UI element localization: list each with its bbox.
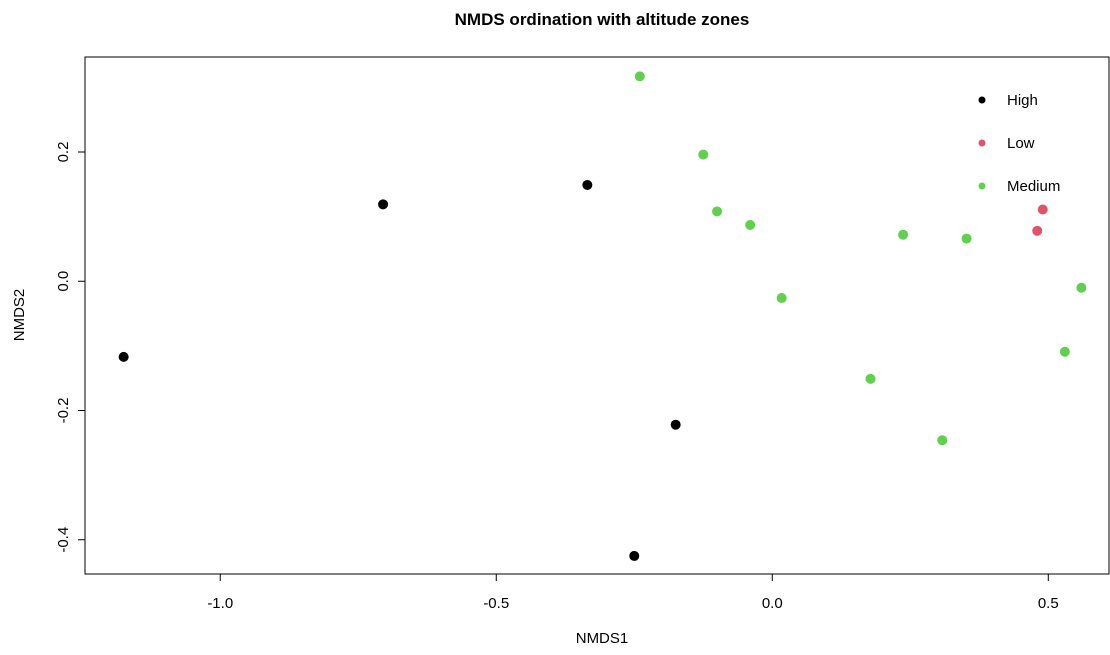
point-medium-2 <box>698 149 709 160</box>
point-high-2 <box>378 199 389 210</box>
point-high-4 <box>670 419 681 430</box>
point-medium-4 <box>745 220 756 231</box>
x-tick-label: 0.0 <box>762 595 783 612</box>
legend-marker-high <box>978 96 986 104</box>
legend-label-low: Low <box>1007 135 1035 152</box>
legend-label-high: High <box>1007 92 1038 109</box>
x-axis-label: NMDS1 <box>576 630 629 647</box>
x-tick-label: -0.5 <box>483 595 509 612</box>
point-medium-8 <box>937 435 948 446</box>
y-tick-label: 0.2 <box>55 142 72 163</box>
point-high-5 <box>629 550 640 561</box>
point-medium-5 <box>776 293 787 304</box>
y-axis: -0.4 -0.2 0.0 0.2 <box>55 142 85 553</box>
point-medium-6 <box>865 373 876 384</box>
point-medium-3 <box>712 206 723 217</box>
y-tick-label: -0.4 <box>55 527 72 553</box>
point-medium-7 <box>898 229 909 240</box>
point-medium-9 <box>961 233 972 244</box>
y-tick-label: 0.0 <box>55 271 72 292</box>
y-tick-label: -0.2 <box>55 398 72 424</box>
legend-marker-low <box>978 139 986 147</box>
point-medium-1 <box>634 71 645 82</box>
legend: High Low Medium <box>978 92 1060 195</box>
legend-label-medium: Medium <box>1007 178 1060 195</box>
point-low-2 <box>1032 225 1043 236</box>
x-tick-label: 0.5 <box>1038 595 1059 612</box>
point-low-1 <box>1037 204 1048 215</box>
point-high-3 <box>582 179 593 190</box>
x-axis: -1.0 -0.5 0.0 0.5 <box>207 574 1059 612</box>
x-tick-label: -1.0 <box>207 595 233 612</box>
chart-title: NMDS ordination with altitude zones <box>455 10 750 29</box>
y-axis-label: NMDS2 <box>11 289 28 342</box>
plot-frame <box>84 56 1110 575</box>
data-points <box>118 71 1087 561</box>
point-medium-11 <box>1076 282 1087 293</box>
legend-marker-medium <box>978 182 986 190</box>
point-high-1 <box>118 351 129 362</box>
point-medium-10 <box>1059 346 1070 357</box>
